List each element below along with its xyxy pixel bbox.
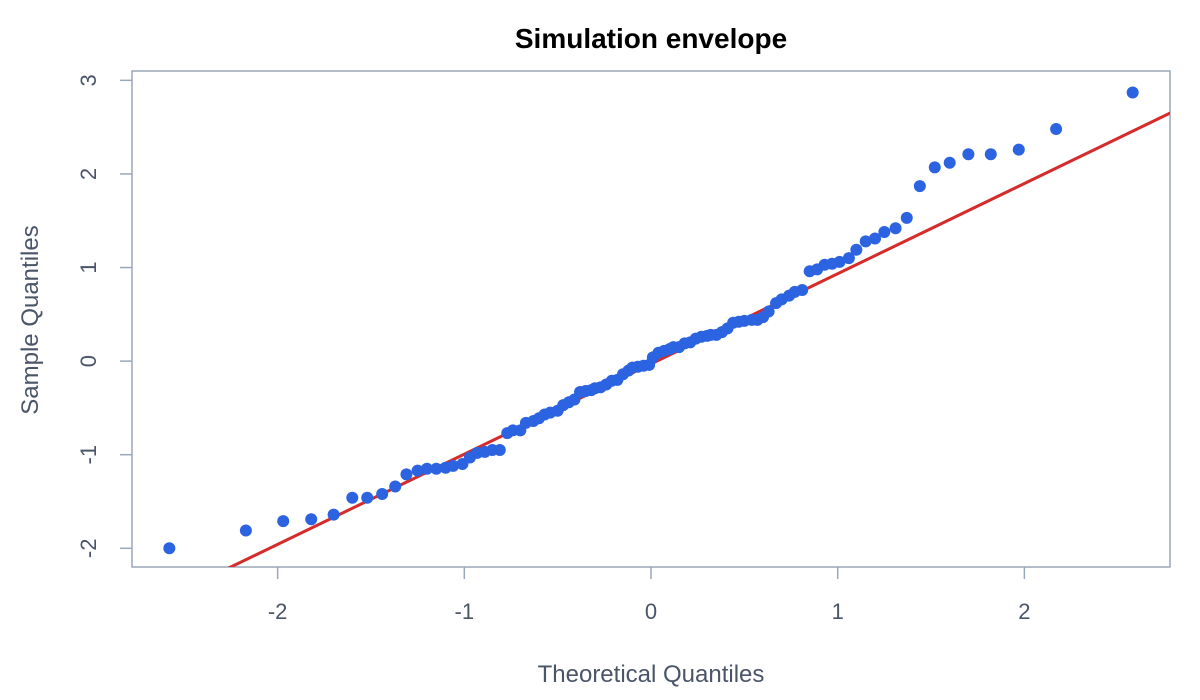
y-tick-label: -1: [76, 445, 101, 465]
y-axis-label: Sample Quantiles: [17, 225, 44, 414]
data-point: [361, 491, 374, 504]
y-tick-label: -2: [76, 539, 101, 559]
x-tick-label: 1: [832, 599, 844, 624]
data-point: [943, 156, 956, 169]
data-point: [842, 252, 855, 265]
data-point: [239, 524, 252, 537]
data-point: [430, 462, 443, 475]
data-point: [411, 464, 424, 477]
data-point: [1050, 123, 1063, 136]
data-point: [346, 491, 359, 504]
x-axis: -2 -1 0 1 2: [268, 567, 1031, 624]
data-point: [762, 305, 775, 318]
x-axis-label: Theoretical Quantiles: [538, 661, 765, 688]
points-group: [163, 86, 1139, 555]
data-point: [447, 459, 460, 472]
data-point: [493, 444, 506, 457]
data-point: [389, 480, 402, 493]
data-point: [400, 468, 413, 481]
data-point: [376, 488, 389, 501]
data-point: [305, 513, 318, 526]
data-point: [850, 243, 863, 256]
x-tick-label: -1: [455, 599, 475, 624]
y-tick-label: 1: [76, 261, 101, 273]
y-tick-label: 3: [76, 74, 101, 86]
data-point: [869, 232, 882, 245]
data-point: [878, 225, 891, 238]
data-point: [962, 148, 975, 161]
plot-area-frame: [131, 70, 1171, 568]
data-point: [900, 211, 913, 224]
data-point: [327, 508, 340, 521]
y-tick-label: 2: [76, 168, 101, 180]
data-point: [420, 462, 433, 475]
x-tick-label: 0: [645, 599, 657, 624]
chart-title: Simulation envelope: [515, 23, 787, 54]
data-point: [1126, 86, 1139, 99]
data-point: [163, 542, 176, 555]
y-axis: -2 -1 0 1 2 3: [76, 74, 132, 558]
data-point: [889, 222, 902, 235]
data-point: [833, 255, 846, 268]
data-point: [277, 515, 290, 528]
data-point: [928, 161, 941, 174]
x-tick-label: -2: [268, 599, 288, 624]
data-point: [913, 180, 926, 193]
data-point: [984, 148, 997, 161]
data-point: [1012, 143, 1025, 156]
y-tick-label: 0: [76, 355, 101, 367]
data-point: [796, 283, 809, 296]
x-tick-label: 2: [1018, 599, 1030, 624]
data-point: [859, 235, 872, 248]
